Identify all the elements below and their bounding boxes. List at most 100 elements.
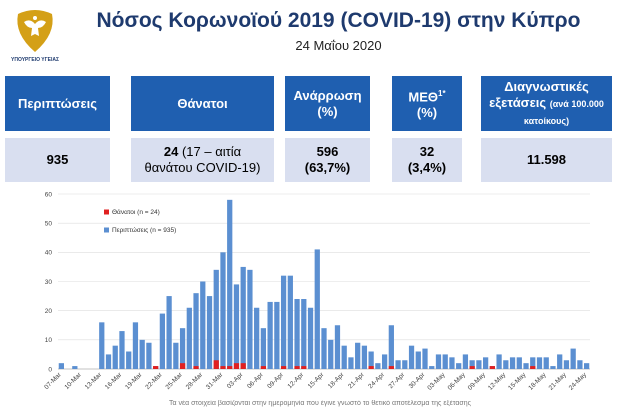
- icu-label: ΜΕΘ: [408, 89, 439, 105]
- deaths-bar: [294, 366, 300, 369]
- cases-bar: [105, 354, 112, 369]
- cases-bar: [341, 345, 347, 369]
- legend-entry: Θάνατοι (n = 24): [112, 208, 160, 216]
- cases-bar: [408, 345, 415, 369]
- x-tick-label: 30-Apr: [408, 371, 427, 390]
- cases-bar: [415, 351, 421, 369]
- x-tick-label: 06-May: [447, 371, 468, 392]
- cyprus-coat-of-arms-icon: [17, 10, 53, 52]
- cases-bar: [206, 296, 213, 369]
- x-tick-label: 15-Apr: [307, 371, 326, 390]
- x-tick-label: 12-May: [487, 371, 508, 392]
- y-tick-label: 60: [45, 191, 53, 198]
- x-tick-label: 24-May: [568, 371, 589, 392]
- cases-bar: [462, 354, 469, 369]
- cases-bar: [213, 269, 219, 369]
- cases-bar: [563, 360, 570, 369]
- cases-bar: [328, 339, 334, 369]
- cases-bar: [469, 360, 475, 369]
- page-title: Νόσος Κορωνοϊού 2019 (COVID-19) στην Κύπ…: [96, 9, 581, 32]
- y-tick-label: 50: [45, 220, 53, 227]
- x-tick-label: 19-Mar: [124, 371, 144, 391]
- recovery-header: Ανάρρωση (%): [285, 76, 370, 131]
- icu-value-box: 32 (3,4%): [392, 138, 462, 182]
- cases-bar: [395, 360, 401, 369]
- cases-bar: [274, 301, 280, 369]
- cases-bar: [557, 354, 563, 369]
- cases-bar: [132, 322, 139, 369]
- tests-value-box: 11.598: [481, 138, 612, 182]
- cases-bar: [388, 325, 394, 369]
- deaths-bar: [368, 366, 374, 369]
- cases-bar: [179, 328, 186, 369]
- x-tick-label: 18-May: [527, 371, 548, 392]
- deaths-bar: [233, 363, 240, 369]
- cases-bar: [442, 354, 448, 369]
- chart-bars: [58, 199, 590, 369]
- x-tick-label: 24-Apr: [367, 371, 386, 390]
- deaths-bar: [260, 366, 267, 369]
- cases-bar: [112, 345, 118, 369]
- cases-bar: [584, 363, 590, 369]
- cases-bar: [550, 366, 556, 369]
- x-tick-label: 25-Mar: [164, 371, 184, 391]
- cases-bar: [321, 328, 327, 369]
- cases-bar: [577, 360, 583, 369]
- y-tick-label: 20: [45, 308, 53, 315]
- recovery-unit: (%): [317, 103, 338, 119]
- cases-bar: [260, 328, 267, 369]
- cases-bar: [334, 325, 341, 369]
- cases-bar: [254, 307, 260, 369]
- deaths-value: 24: [163, 144, 179, 159]
- cases-bar: [301, 299, 307, 369]
- cases-bar: [240, 266, 246, 369]
- deaths-bar: [193, 366, 199, 369]
- cases-bar: [166, 296, 172, 369]
- cases-bar: [530, 357, 536, 369]
- tests-label: Διαγνωστικές εξετάσεις: [489, 78, 589, 110]
- cases-label: Περιπτώσεις: [17, 95, 98, 111]
- cases-bar: [509, 357, 516, 369]
- cases-bar: [355, 342, 361, 369]
- x-tick-label: 21-May: [548, 371, 569, 392]
- cases-bar: [186, 307, 192, 369]
- x-tick-label: 09-Apr: [266, 371, 285, 390]
- legend-entry: Περιπτώσεις (n = 935): [112, 226, 176, 234]
- deaths-bar: [153, 366, 159, 369]
- cases-bar: [280, 275, 287, 369]
- recovery-pct: (63,7%): [304, 160, 351, 175]
- cases-bar: [200, 281, 206, 369]
- tests-value: 11.598: [526, 152, 567, 167]
- cases-bar: [381, 354, 388, 369]
- deaths-bar: [213, 360, 219, 369]
- cases-bar: [422, 348, 428, 369]
- cases-bar: [435, 354, 442, 369]
- chart-legend: Θάνατοι (n = 24) Περιπτώσεις (n = 935): [104, 208, 176, 234]
- cases-bar: [503, 360, 509, 369]
- x-tick-label: 15-May: [507, 371, 528, 392]
- recovery-value-box: 596 (63,7%): [285, 138, 370, 182]
- deaths-bar: [530, 366, 536, 369]
- cases-bar: [361, 345, 368, 369]
- cases-bar: [348, 357, 354, 369]
- cases-bar: [429, 366, 435, 369]
- logo-caption: ΥΠΟΥΡΓΕΙΟ ΥΓΕΙΑΣ: [11, 57, 59, 63]
- cases-header: Περιπτώσεις: [5, 76, 110, 131]
- x-tick-label: 21-Apr: [347, 371, 366, 390]
- cases-bar: [227, 199, 233, 369]
- x-tick-label: 03-Apr: [226, 371, 245, 390]
- deaths-bar: [280, 366, 287, 369]
- x-tick-label: 16-Mar: [104, 371, 124, 391]
- tests-header: Διαγνωστικές εξετάσεις (ανά 100.000 κατο…: [481, 76, 612, 131]
- x-tick-label: 03-May: [426, 371, 447, 392]
- cases-bar: [314, 249, 320, 369]
- cases-bar: [402, 360, 408, 369]
- chart-footnote: Τα νέα στοιχεία βασίζονται στην ημερομην…: [168, 400, 472, 407]
- icu-pct: (3,4%): [407, 160, 447, 175]
- x-tick-label: 10-Mar: [63, 371, 83, 391]
- icu-unit: (%): [416, 105, 438, 121]
- cases-bar: [220, 252, 226, 369]
- deaths-bar: [220, 366, 226, 369]
- cases-bar: [543, 357, 549, 369]
- deaths-bar: [179, 363, 186, 369]
